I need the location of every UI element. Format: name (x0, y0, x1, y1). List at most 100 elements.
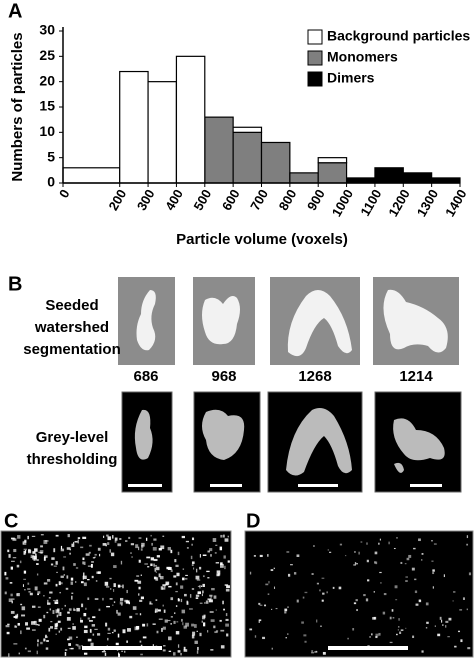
speckle (87, 579, 90, 581)
speckle (164, 619, 168, 623)
speckle (165, 581, 170, 585)
speckle (68, 636, 73, 640)
bar (204, 116, 234, 184)
y-tick-label: 15 (39, 98, 55, 114)
speckle (83, 629, 88, 634)
speckle (205, 600, 209, 604)
speckle (58, 612, 61, 616)
speckle (87, 565, 92, 567)
speckle (47, 602, 51, 605)
speckle (400, 561, 403, 564)
speckle (467, 647, 471, 650)
speckle (415, 603, 419, 606)
speckle (126, 640, 129, 643)
legend-swatch (307, 71, 323, 87)
speckle (12, 538, 17, 541)
speckle (60, 545, 63, 550)
speckle (431, 560, 434, 562)
speckle (366, 559, 369, 563)
speckle (48, 597, 51, 599)
speckle (119, 601, 123, 605)
speckle (113, 601, 116, 604)
speckle (55, 561, 58, 565)
legend-swatch (307, 50, 323, 66)
speckle (374, 561, 376, 564)
speckle (31, 621, 35, 625)
speckle (432, 569, 435, 572)
speckle (224, 538, 229, 542)
speckle (326, 591, 328, 594)
speckle (67, 638, 70, 641)
speckle (267, 554, 269, 557)
speckle (196, 650, 199, 654)
speckle (106, 534, 109, 537)
speckle (20, 603, 23, 606)
speckle (39, 551, 42, 554)
speckle (327, 549, 329, 551)
row-label: thresholding (27, 451, 118, 468)
speckle (97, 571, 101, 574)
x-tick-label: 300 (134, 187, 158, 213)
speckle (31, 605, 36, 608)
speckle (34, 586, 38, 591)
x-tick-label: 800 (276, 187, 300, 213)
speckle (411, 567, 415, 571)
speckle (139, 613, 142, 616)
speckle (311, 652, 315, 654)
speckle (90, 642, 94, 647)
speckle (185, 540, 189, 543)
speckle (189, 608, 193, 610)
speckle (97, 547, 101, 551)
speckle (56, 599, 59, 602)
speckle (63, 556, 67, 558)
speckle (219, 619, 222, 622)
speckle (20, 630, 22, 635)
speckle (94, 598, 99, 600)
speckle (413, 547, 416, 550)
speckle (88, 551, 91, 554)
speckle (183, 625, 187, 629)
speckle (354, 551, 356, 553)
speckle (389, 616, 392, 620)
speckle (354, 562, 357, 565)
speckle (43, 614, 46, 619)
speckle (186, 547, 189, 549)
speckle (211, 587, 215, 591)
speckle (378, 632, 381, 636)
speckle (197, 591, 202, 595)
speckle (54, 627, 58, 630)
speckle (77, 644, 79, 647)
speckle (215, 544, 218, 546)
speckle (396, 537, 398, 539)
speckle (45, 647, 49, 650)
volume-label: 968 (211, 368, 236, 385)
speckle (316, 619, 318, 623)
speckle (60, 548, 65, 552)
speckle (160, 545, 165, 550)
speckle (103, 535, 105, 538)
speckle (258, 619, 262, 622)
speckle (264, 604, 267, 607)
speckle (195, 575, 200, 580)
speckle (37, 643, 39, 647)
speckle (15, 614, 18, 619)
bar (62, 167, 121, 184)
speckle (227, 535, 229, 538)
speckle (414, 590, 418, 594)
speckle (162, 587, 166, 590)
speckle (56, 614, 59, 618)
speckle (181, 618, 183, 622)
speckle (81, 603, 84, 608)
speckle (59, 611, 62, 616)
speckle (83, 652, 88, 655)
speckle (332, 586, 335, 589)
speckle (138, 593, 140, 596)
speckle (156, 555, 160, 558)
speckle (445, 625, 447, 628)
speckle (258, 602, 261, 605)
speckle (389, 641, 393, 644)
speckle (158, 618, 163, 620)
speckle (118, 653, 120, 658)
speckle (397, 629, 399, 631)
volume-label: 1214 (399, 368, 433, 385)
